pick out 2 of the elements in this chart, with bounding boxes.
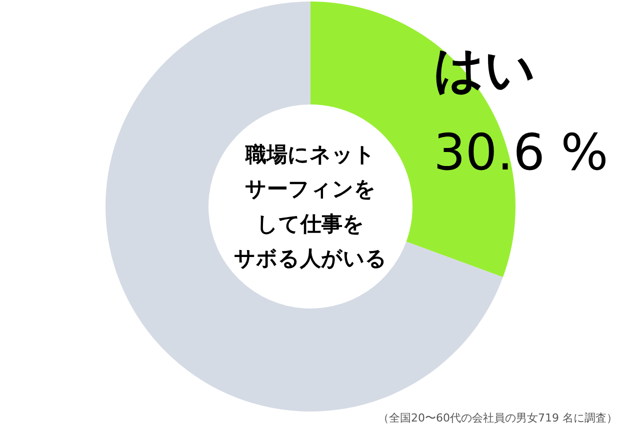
- text: 職場にネットサーフィンをして仕事をサボる人がいる: [234, 142, 387, 271]
- text: （全国20〜60代の会社員の男女719 名に調査）: [378, 412, 618, 424]
